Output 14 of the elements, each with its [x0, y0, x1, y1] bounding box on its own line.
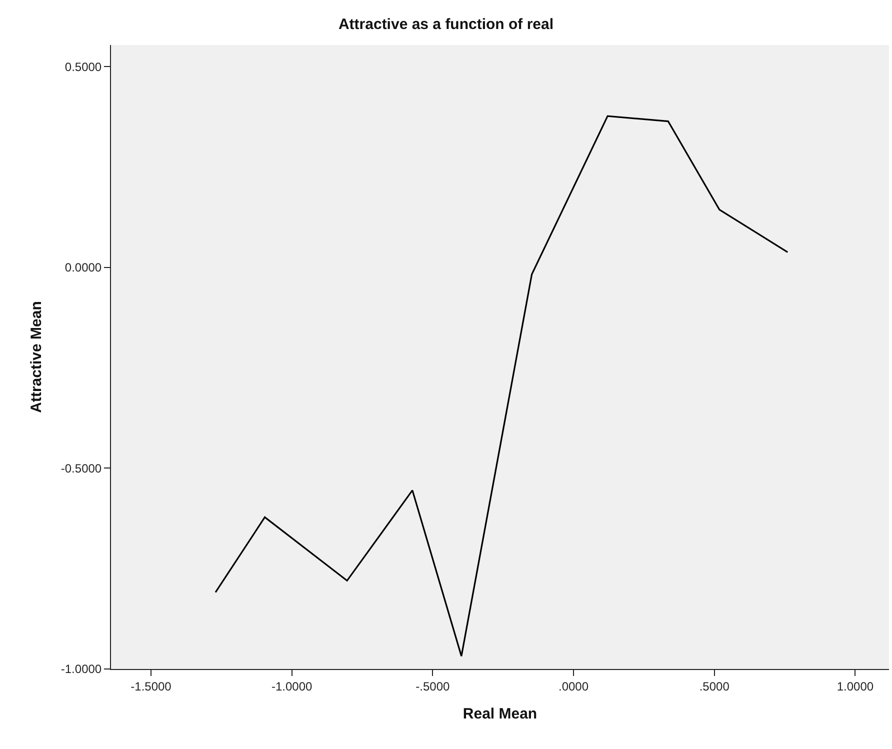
line-series	[214, 115, 788, 657]
y-tick-label: -0.5000	[60, 461, 102, 476]
chart-title: Attractive as a function of real	[338, 16, 554, 34]
y-axis-title: Attractive Mean	[28, 301, 46, 413]
x-tick-label: 1.0000	[836, 679, 874, 694]
x-tick-label: .5000	[699, 679, 730, 694]
y-tick-label: 0.5000	[64, 60, 102, 74]
x-tick-label: -1.0000	[271, 679, 313, 694]
x-axis-title: Real Mean	[462, 705, 538, 722]
x-tick-label: .0000	[558, 679, 589, 694]
x-tick-label: -1.5000	[130, 679, 172, 694]
y-tick-label: 0.0000	[64, 260, 102, 275]
x-tick-label: -.5000	[416, 679, 450, 694]
y-tick-label: -1.0000	[60, 662, 102, 676]
